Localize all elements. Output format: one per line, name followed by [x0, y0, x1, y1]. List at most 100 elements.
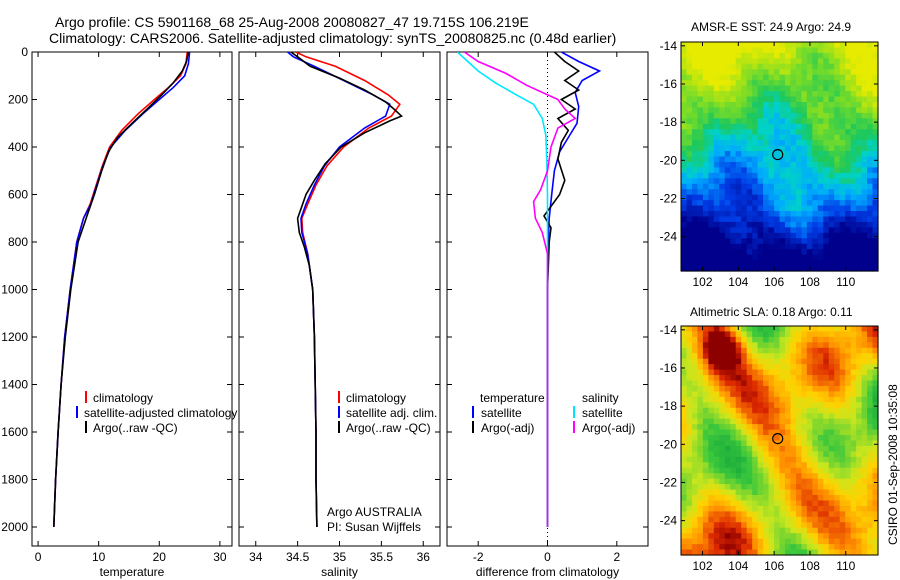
heatmap-cell — [757, 183, 764, 190]
heatmap-cell — [719, 402, 726, 409]
heatmap-cell — [697, 200, 704, 207]
heatmap-cell — [856, 194, 863, 201]
heatmap-cell — [763, 189, 770, 196]
heatmap-cell — [828, 112, 835, 119]
heatmap-cell — [823, 353, 830, 360]
heatmap-cell — [790, 424, 797, 431]
heatmap-cell — [795, 156, 802, 163]
heatmap-cell — [735, 445, 742, 452]
heatmap-cell — [768, 527, 775, 534]
heatmap-cell — [724, 326, 731, 333]
heatmap-cell — [735, 533, 742, 540]
heatmap-cell — [823, 533, 830, 540]
heatmap-cell — [856, 380, 863, 387]
heatmap-cell — [795, 358, 802, 365]
heatmap-cell — [735, 435, 742, 442]
heatmap-cell — [719, 211, 726, 218]
heatmap-cell — [735, 52, 742, 59]
heatmap-cell — [686, 418, 693, 425]
heatmap-cell — [823, 194, 830, 201]
heatmap-cell — [763, 391, 770, 398]
heatmap-cell — [686, 156, 693, 163]
heatmap-cell — [681, 145, 688, 152]
heatmap-cell — [872, 549, 879, 556]
heatmap-cell — [872, 402, 879, 409]
heatmap-cell — [686, 232, 693, 239]
heatmap-cell — [768, 101, 775, 109]
heatmap-cell — [801, 194, 808, 201]
heatmap-cell — [812, 478, 819, 485]
heatmap-cell — [686, 364, 693, 371]
y-tick-label: 1400 — [1, 378, 28, 392]
heatmap-cell — [735, 456, 742, 463]
heatmap-cell — [856, 375, 863, 382]
heatmap-cell — [872, 533, 879, 540]
heatmap-cell — [861, 42, 868, 49]
heatmap-cell — [697, 429, 704, 436]
heatmap-cell — [850, 101, 857, 109]
heatmap-cell — [713, 391, 720, 398]
heatmap-cell — [790, 429, 797, 436]
heatmap-cell — [817, 353, 824, 360]
heatmap-cell — [801, 74, 808, 81]
heatmap-cell — [763, 101, 770, 109]
heatmap-cell — [812, 156, 819, 163]
heatmap-cell — [741, 96, 748, 103]
heatmap-cell — [845, 118, 852, 125]
heatmap-cell — [741, 342, 748, 349]
heatmap-cell — [719, 342, 726, 349]
heatmap-cell — [735, 451, 742, 458]
heatmap-cell — [697, 467, 704, 474]
heatmap-cell — [872, 331, 879, 338]
heatmap-cell — [795, 232, 802, 239]
heatmap-cell — [774, 358, 781, 365]
heatmap-cell — [763, 151, 770, 158]
heatmap-cell — [861, 167, 868, 174]
heatmap-cell — [828, 151, 835, 158]
heatmap-cell — [845, 495, 852, 502]
heatmap-cell — [817, 484, 824, 491]
heatmap-cell — [702, 189, 709, 196]
heatmap-cell — [801, 63, 808, 70]
heatmap-cell — [872, 227, 879, 234]
heatmap-cell — [713, 407, 720, 414]
heatmap-cell — [735, 413, 742, 420]
heatmap-cell — [861, 347, 868, 354]
heatmap-cell — [702, 260, 709, 267]
heatmap-cell — [724, 500, 731, 507]
heatmap-cell — [850, 418, 857, 425]
heatmap-cell — [856, 538, 863, 545]
heatmap-cell — [724, 407, 731, 414]
heatmap-cell — [845, 336, 852, 343]
heatmap-cell — [691, 462, 699, 469]
heatmap-cell — [741, 178, 748, 185]
heatmap-cell — [828, 80, 835, 87]
heatmap-cell — [735, 216, 742, 223]
heatmap-cell — [790, 347, 797, 354]
heatmap-cell — [839, 549, 846, 556]
heatmap-cell — [730, 549, 737, 556]
heatmap-cell — [817, 249, 824, 256]
heatmap-cell — [741, 495, 748, 502]
heatmap-cell — [801, 238, 808, 245]
heatmap-cell — [757, 489, 764, 496]
heatmap-cell — [719, 178, 726, 185]
heatmap-cell — [730, 47, 737, 54]
heatmap-cell — [850, 123, 857, 130]
heatmap-cell — [757, 58, 764, 65]
heatmap-cell — [817, 156, 824, 163]
heatmap-cell — [872, 178, 879, 185]
heatmap-cell — [752, 364, 759, 371]
heatmap-cell — [713, 500, 720, 507]
heatmap-cell — [746, 183, 753, 190]
heatmap-cell — [845, 254, 852, 261]
heatmap-cell — [757, 347, 764, 354]
heatmap-cell — [839, 435, 846, 442]
heatmap-cell — [795, 205, 802, 212]
heatmap-cell — [724, 505, 731, 512]
heatmap-cell — [752, 52, 759, 59]
heatmap-cell — [828, 118, 835, 125]
heatmap-cell — [713, 211, 720, 218]
heatmap-cell — [686, 161, 693, 168]
heatmap-cell — [735, 495, 742, 502]
